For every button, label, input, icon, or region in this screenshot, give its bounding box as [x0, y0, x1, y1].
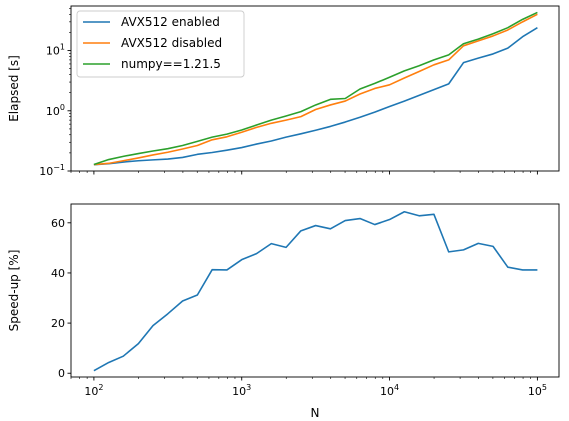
legend: AVX512 enabled AVX512 disabled numpy==1.21… [76, 10, 245, 78]
x-tick-label: 104 [380, 383, 399, 398]
x-tick-base: 10 [528, 385, 542, 398]
legend-label-2: numpy==1.21.5 [121, 57, 221, 71]
y-tick-base: 10 [46, 105, 60, 118]
x-tick-base: 10 [232, 385, 246, 398]
x-axis-label: N [311, 406, 320, 420]
series-line-0 [93, 27, 538, 166]
axes-frame [70, 203, 560, 378]
x-tick-label: 102 [84, 383, 103, 398]
x-tick-label: 105 [528, 383, 547, 398]
x-tick-exponent: 2 [98, 383, 103, 392]
y-tick-exponent: −1 [53, 163, 65, 172]
series-line-0 [93, 210, 538, 372]
x-tick-label: 103 [232, 383, 251, 398]
legend-box [76, 10, 245, 78]
y-tick-label: 10−1 [39, 163, 65, 178]
y-axis-label: Elapsed [s] [7, 55, 21, 122]
series-line-1 [93, 13, 538, 166]
x-tick-exponent: 4 [394, 383, 399, 392]
y-tick-label: 101 [46, 43, 65, 58]
legend-label-0: AVX512 enabled [121, 15, 220, 29]
x-tick-exponent: 3 [246, 383, 251, 392]
y-tick-label: 0 [58, 367, 65, 380]
y-tick-base: 10 [46, 45, 60, 58]
y-tick-label: 20 [51, 317, 65, 330]
y-tick-exponent: 1 [60, 43, 65, 52]
legend-label-1: AVX512 disabled [121, 36, 222, 50]
series-line-2 [93, 11, 538, 166]
x-tick-exponent: 5 [542, 383, 547, 392]
y-tick-label: 40 [51, 267, 65, 280]
y-axis-label: Speed-up [%] [7, 250, 21, 332]
y-tick-label: 60 [51, 217, 65, 230]
axes-frame [70, 5, 560, 172]
x-tick-base: 10 [380, 385, 394, 398]
y-tick-base: 10 [39, 165, 53, 178]
y-tick-label: 100 [46, 103, 65, 118]
y-tick-exponent: 0 [60, 103, 65, 112]
x-tick-base: 10 [84, 385, 98, 398]
